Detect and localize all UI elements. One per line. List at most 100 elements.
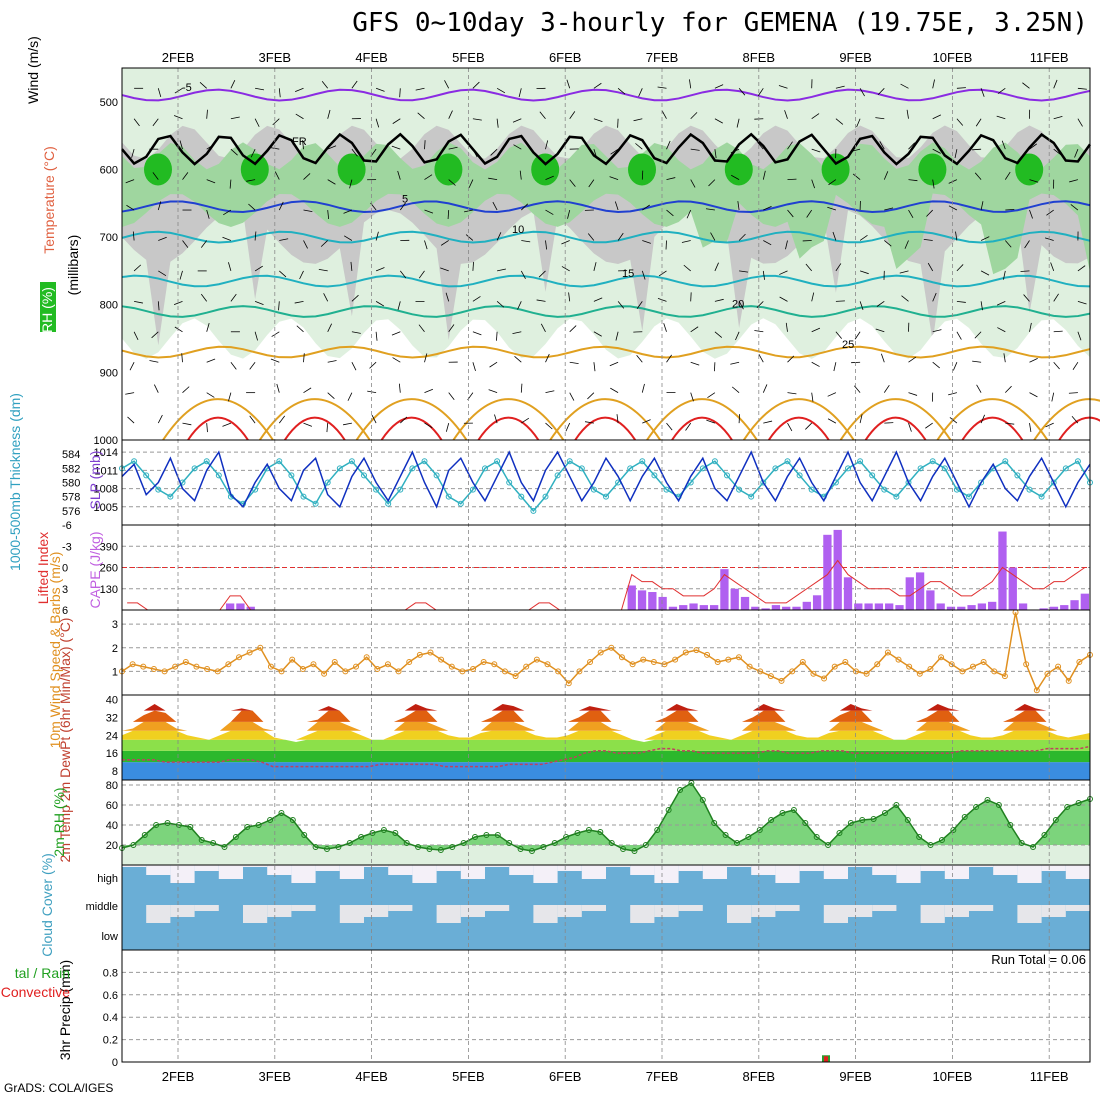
wind-barb	[545, 240, 547, 250]
wind-barb	[569, 111, 576, 119]
wind-speed-line-point	[257, 644, 264, 651]
wind-barb	[879, 141, 885, 150]
wind-barb	[859, 270, 869, 275]
cape-bar	[833, 529, 842, 610]
rh-line-point	[1030, 844, 1037, 850]
wind-tick: 2	[112, 643, 118, 655]
wind-barb	[133, 118, 140, 127]
wind-barb	[179, 140, 183, 150]
wind-barb	[811, 292, 815, 302]
wind-barb	[638, 88, 643, 97]
thickness-line-point	[215, 472, 222, 479]
wind-barb	[980, 414, 985, 424]
date-label-bottom: 5FEB	[452, 1069, 485, 1084]
temp-band	[122, 721, 1090, 731]
cape-bar	[627, 585, 636, 610]
cloud-gap-middle	[533, 905, 558, 923]
wind-barb	[827, 392, 837, 397]
thickness-line-point	[639, 458, 646, 465]
wind-barb	[472, 296, 481, 302]
temp-tick: 40	[106, 694, 118, 706]
cloud-gap-middle	[920, 905, 945, 923]
pressure-tick: 600	[100, 164, 118, 176]
rh-line-point	[460, 840, 467, 846]
rh-line-point	[927, 842, 934, 848]
thickness-line-point	[276, 458, 283, 465]
wind-barb	[133, 331, 139, 341]
wind-barb	[972, 360, 982, 363]
cloud-gap-middle	[775, 905, 800, 911]
cape-bar	[699, 605, 708, 610]
wind-barb	[254, 331, 258, 341]
wind-barb	[641, 270, 646, 280]
wind-barb	[351, 80, 358, 89]
thickness-line-point	[324, 479, 331, 486]
wind-barb	[811, 327, 821, 333]
li-tick: -3	[62, 541, 72, 553]
wind-barb	[828, 179, 837, 186]
wind-barb	[633, 118, 643, 122]
date-label-top: 9FEB	[839, 50, 872, 65]
cloud-gap-high	[993, 865, 1018, 875]
wind-barb	[884, 207, 894, 211]
wind-barb	[1029, 423, 1032, 433]
wind-speed-line-point	[597, 649, 604, 656]
cloud-gap-high	[896, 865, 921, 883]
cape-bar	[915, 572, 925, 610]
wind-barb	[445, 292, 450, 302]
wind-barb	[925, 422, 933, 429]
wind-barb	[206, 179, 216, 184]
isotherm-label: 5	[402, 194, 408, 206]
wind-barb	[784, 110, 788, 119]
wind-tick: 3	[112, 619, 118, 631]
wind-speed-line-point	[363, 654, 370, 661]
wind-barb	[1003, 353, 1006, 363]
cloud-gap-high	[630, 865, 655, 875]
wind-speed-line-point	[874, 661, 881, 668]
surface-isotherm	[742, 398, 855, 441]
slp-tick: 1011	[94, 465, 118, 477]
thickness-line-point	[518, 493, 525, 500]
slp-tick: 1008	[94, 484, 118, 496]
wind-barb	[948, 179, 958, 184]
wind-speed-line-point	[767, 673, 774, 680]
wind-barb	[763, 420, 773, 424]
cape-bar	[895, 605, 904, 610]
thickness-line-point	[1050, 479, 1057, 486]
surface-isotherm	[574, 416, 637, 441]
rh-line-point	[1064, 804, 1071, 810]
wind-barb	[956, 87, 966, 89]
rh-line-point	[699, 797, 706, 803]
wind-barb	[131, 149, 135, 158]
cloud-gap-middle	[751, 905, 776, 917]
wind-barb	[323, 293, 329, 302]
pressure-tick: 900	[100, 367, 118, 379]
wind-barb	[955, 231, 958, 241]
wind-barb	[1053, 148, 1062, 156]
wind-barb	[833, 362, 837, 372]
wind-barb	[859, 414, 863, 424]
isotherm-20	[121, 305, 1091, 318]
cloud-gap-high	[969, 865, 994, 867]
wind-barb	[852, 173, 861, 180]
wind-barb	[151, 331, 159, 339]
wind-barb	[492, 201, 498, 211]
cape-bar	[977, 603, 987, 610]
rh-core	[144, 153, 172, 186]
cape-bar	[761, 608, 770, 610]
wind-barb	[953, 362, 958, 371]
wind-barb	[1071, 416, 1079, 424]
cloud-gap-middle	[727, 905, 752, 923]
wind-barb	[448, 392, 455, 400]
date-label-top: 3FEB	[259, 50, 292, 65]
wind-barb	[811, 113, 820, 120]
wind-barb	[1072, 362, 1079, 370]
wind-barb	[730, 361, 740, 365]
cloud-gap-middle	[267, 905, 292, 917]
wind-barb	[616, 414, 619, 424]
surface-isotherm	[1058, 416, 1100, 441]
wind-speed-line-point	[842, 658, 849, 665]
run-total: Run Total = 0.06	[991, 952, 1086, 967]
rh-line-point	[540, 844, 547, 850]
date-label-bottom: 2FEB	[162, 1069, 195, 1084]
